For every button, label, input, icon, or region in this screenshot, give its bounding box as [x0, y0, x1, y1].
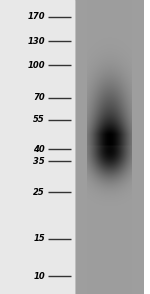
Text: 15: 15 — [33, 234, 45, 243]
Text: 100: 100 — [27, 61, 45, 70]
Text: 170: 170 — [27, 12, 45, 21]
Text: 55: 55 — [33, 116, 45, 124]
Bar — [75, 0, 144, 294]
Text: 70: 70 — [33, 93, 45, 102]
Text: 130: 130 — [27, 36, 45, 46]
Bar — [144, 0, 150, 294]
Text: 35: 35 — [33, 157, 45, 166]
Text: 10: 10 — [33, 272, 45, 280]
Text: 25: 25 — [33, 188, 45, 197]
Bar — [0, 0, 75, 294]
Text: 40: 40 — [33, 145, 45, 153]
